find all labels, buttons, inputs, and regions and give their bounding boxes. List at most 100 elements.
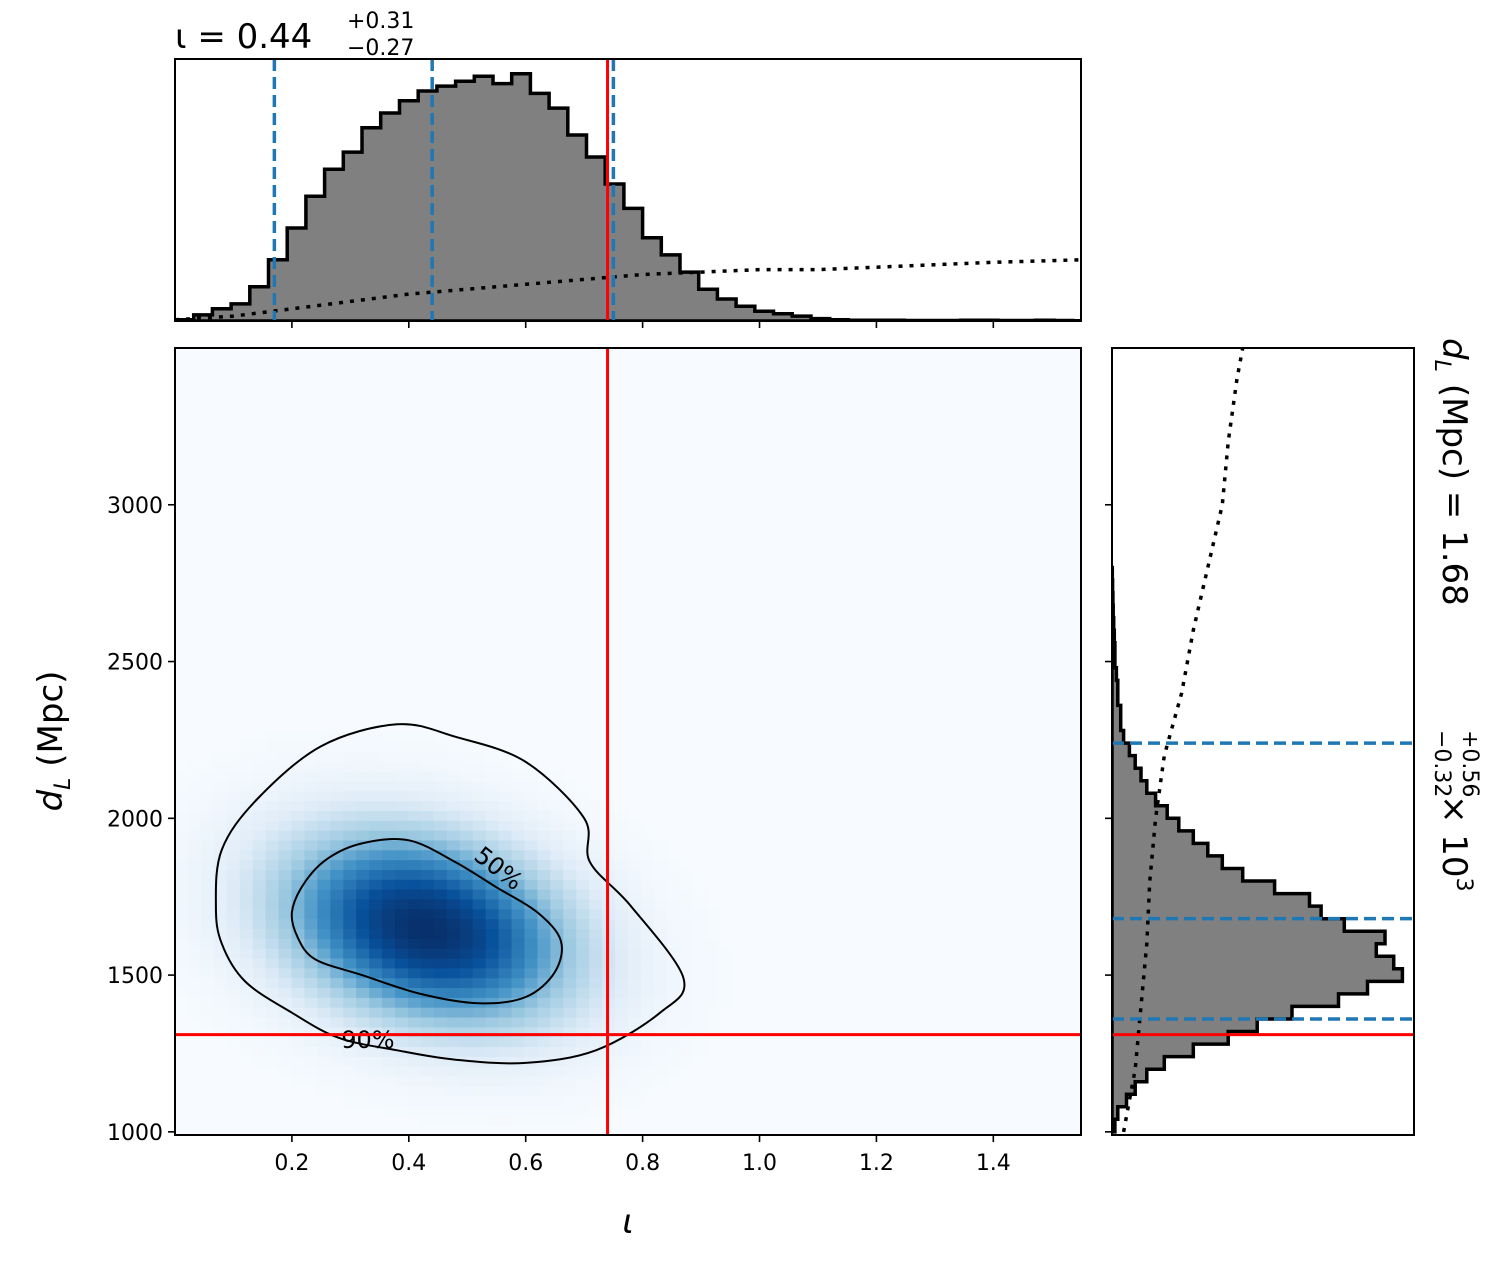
density-cell	[175, 800, 189, 811]
density-cell	[537, 948, 551, 959]
density-cell	[692, 977, 707, 989]
density-cell	[433, 869, 448, 880]
density-cell	[200, 771, 215, 782]
main-density-panel: 50%90% 0.2 0.4 0.6 0.8 1.0 1.2 1.4 1000 1500 200…	[31, 347, 1082, 1242]
density-cell	[537, 1066, 551, 1077]
density-cell	[576, 1075, 590, 1087]
density-cell	[459, 879, 474, 890]
density-cell	[653, 1036, 668, 1048]
density-cell	[640, 898, 655, 910]
density-cell	[628, 898, 642, 910]
density-cell	[200, 849, 215, 861]
density-cell	[511, 820, 526, 831]
density-cell	[524, 859, 538, 870]
density-cell	[485, 1105, 500, 1116]
density-cell	[330, 810, 344, 821]
density-cell	[498, 898, 513, 910]
top-histogram-panel: ι = 0.44 +0.31 −0.27	[174, 9, 1082, 328]
density-cell	[382, 987, 396, 998]
density-cell	[356, 1036, 370, 1048]
density-cell	[175, 967, 189, 979]
x-axis-label: ι	[622, 1202, 634, 1242]
density-cell	[420, 879, 435, 890]
density-cell	[213, 780, 228, 792]
density-cell	[330, 839, 344, 851]
density-cell	[511, 967, 526, 979]
density-cell	[640, 1066, 655, 1077]
density-cell	[226, 987, 241, 998]
density-cell	[382, 1026, 396, 1038]
density-cell	[187, 948, 202, 959]
density-cell	[524, 938, 538, 949]
density-cell	[317, 771, 331, 782]
density-cell	[446, 928, 461, 939]
density-cell	[537, 997, 551, 1008]
density-cell	[330, 800, 344, 811]
right-title-subscript-L: L	[1429, 360, 1454, 372]
density-cell	[433, 1085, 448, 1097]
density-cell	[705, 948, 720, 959]
density-cell	[511, 918, 526, 930]
density-cell	[356, 898, 370, 910]
density-cell	[485, 839, 500, 851]
density-cell	[459, 938, 474, 949]
density-cell	[304, 839, 318, 851]
density-cell	[524, 948, 538, 959]
density-cell	[563, 839, 577, 851]
density-cell	[382, 1007, 396, 1018]
density-cell	[356, 820, 370, 831]
density-cell	[395, 1085, 409, 1097]
density-cell	[446, 751, 461, 762]
density-cell	[239, 751, 254, 762]
density-cell	[524, 908, 538, 920]
density-cell	[563, 1105, 577, 1116]
density-cell	[317, 849, 331, 861]
density-cell	[369, 1075, 383, 1087]
density-cell	[226, 898, 241, 910]
density-cell	[187, 1007, 202, 1018]
density-cell	[330, 889, 344, 900]
density-cell	[446, 1085, 461, 1097]
density-cell	[446, 741, 461, 752]
density-cell	[446, 800, 461, 811]
density-cell	[420, 898, 435, 910]
density-cell	[472, 1046, 487, 1057]
density-cell	[317, 741, 331, 752]
density-cell	[472, 1085, 487, 1097]
density-cell	[304, 908, 318, 920]
density-cell	[433, 1026, 448, 1038]
density-cell	[226, 908, 241, 920]
density-cell	[200, 869, 215, 880]
density-cell	[407, 879, 422, 890]
density-cell	[330, 879, 344, 890]
x-tick-label: 0.4	[391, 1151, 426, 1176]
density-cell	[692, 948, 707, 959]
density-cell	[550, 1066, 564, 1077]
density-cell	[226, 1036, 241, 1048]
density-cell	[252, 957, 267, 969]
density-cell	[653, 928, 668, 939]
density-cell	[278, 1056, 293, 1067]
density-cell	[615, 1056, 629, 1067]
density-cell	[524, 918, 538, 930]
density-cell	[446, 957, 461, 969]
density-cell	[407, 731, 422, 743]
density-cell	[369, 731, 383, 743]
density-cell	[511, 879, 526, 890]
density-cell	[239, 1016, 254, 1028]
density-cell	[563, 1036, 577, 1048]
density-cell	[382, 1105, 396, 1116]
density-cell	[653, 1075, 668, 1087]
svg-text:dL (Mpc): dL (Mpc)	[31, 671, 76, 812]
density-cell	[395, 967, 409, 979]
density-cell	[718, 997, 733, 1008]
density-cell	[395, 780, 409, 792]
density-cell	[653, 987, 668, 998]
density-cell	[291, 751, 306, 762]
density-cell	[291, 1007, 306, 1018]
density-cell	[291, 928, 306, 939]
density-cell	[615, 820, 629, 831]
density-cell	[524, 800, 538, 811]
density-cell	[472, 898, 487, 910]
density-cell	[576, 1095, 590, 1107]
